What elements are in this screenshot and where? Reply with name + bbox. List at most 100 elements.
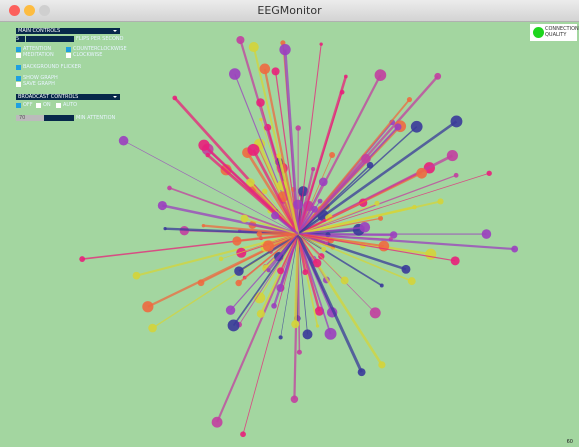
node	[263, 240, 274, 251]
node	[329, 152, 335, 158]
slider-value: 5	[16, 36, 25, 42]
node	[454, 173, 459, 178]
node	[297, 350, 302, 355]
checkbox[interactable]	[66, 47, 71, 52]
node	[447, 150, 458, 161]
node	[325, 241, 328, 244]
node	[311, 206, 318, 213]
node	[236, 36, 244, 44]
node	[323, 219, 326, 222]
node	[408, 277, 416, 285]
node	[434, 73, 441, 80]
node	[380, 284, 384, 288]
node	[212, 417, 223, 428]
node	[158, 201, 167, 210]
node	[318, 199, 323, 204]
radio-label: AUTO	[63, 102, 77, 108]
slider[interactable]	[26, 36, 74, 42]
node	[271, 212, 279, 220]
checkbox[interactable]	[66, 53, 71, 58]
section-header[interactable]: BROADCAST CONTROLS	[16, 94, 120, 100]
node	[271, 303, 277, 309]
node	[79, 256, 85, 262]
node	[344, 75, 348, 79]
node	[341, 276, 349, 284]
node	[311, 167, 315, 171]
node	[277, 267, 284, 274]
node	[229, 68, 241, 80]
checkbox[interactable]	[16, 82, 21, 87]
node	[142, 301, 153, 312]
node	[163, 227, 166, 230]
checkbox[interactable]	[16, 76, 21, 81]
node	[319, 42, 322, 45]
node	[316, 324, 319, 327]
node	[360, 222, 371, 233]
node	[202, 224, 205, 227]
node	[260, 64, 271, 75]
node	[412, 205, 417, 210]
node	[228, 320, 240, 332]
node	[241, 215, 249, 223]
node	[272, 67, 280, 75]
checkbox-label: BACKGROUND FLICKER	[23, 64, 81, 70]
node	[361, 154, 371, 164]
checkbox[interactable]	[16, 53, 21, 58]
node	[133, 272, 141, 280]
node	[119, 136, 129, 146]
node	[321, 247, 326, 252]
node	[295, 125, 300, 130]
radio[interactable]	[36, 103, 41, 108]
node	[262, 188, 268, 194]
section-header[interactable]: MAIN CONTROLS	[16, 28, 120, 34]
node	[167, 186, 172, 191]
node	[234, 266, 243, 275]
node	[249, 42, 259, 52]
ray	[298, 234, 362, 372]
frame-rate: 60	[567, 439, 573, 445]
node	[303, 329, 313, 339]
connection-panel: CONNECTION QUALITY	[530, 24, 577, 41]
node	[302, 269, 308, 275]
radio-label: ON	[43, 102, 51, 108]
node	[411, 121, 423, 133]
node	[172, 96, 177, 101]
title-bar: EEGMonitor	[0, 0, 579, 22]
visualization	[0, 22, 579, 447]
node	[291, 395, 298, 402]
node	[148, 324, 157, 333]
node	[319, 178, 328, 187]
node	[257, 231, 263, 237]
node	[247, 144, 259, 156]
checkbox[interactable]	[16, 65, 21, 70]
node	[205, 153, 209, 157]
node	[407, 97, 412, 102]
slider-label: MIN ATTENTION	[76, 115, 115, 121]
node	[257, 310, 265, 318]
node	[358, 368, 366, 376]
node	[451, 256, 460, 265]
node	[378, 361, 385, 368]
node	[291, 320, 299, 328]
node	[374, 201, 379, 206]
node	[276, 153, 281, 158]
slider-value: 70	[19, 115, 25, 121]
checkbox-label: CLOCKWISE	[73, 52, 102, 58]
connection-label: CONNECTION QUALITY	[545, 26, 577, 38]
checkbox[interactable]	[16, 47, 21, 52]
radio[interactable]	[56, 103, 61, 108]
app-window: EEGMonitor MAIN CONTROLS 5 FLIPS PER SEC…	[0, 0, 579, 447]
radio-label: OFF	[23, 102, 33, 108]
node	[425, 249, 436, 260]
node	[370, 307, 381, 318]
checkbox-label: SAVE GRAPH	[23, 81, 55, 87]
node	[378, 216, 383, 221]
slider-label: FLIPS PER SECOND	[76, 36, 124, 42]
node	[437, 198, 443, 204]
node	[236, 248, 246, 258]
node	[279, 335, 283, 339]
node	[256, 98, 265, 107]
window-title: EEGMonitor	[0, 4, 579, 17]
checkbox-label: MEDITATION	[23, 52, 54, 58]
radio[interactable]	[16, 103, 21, 108]
